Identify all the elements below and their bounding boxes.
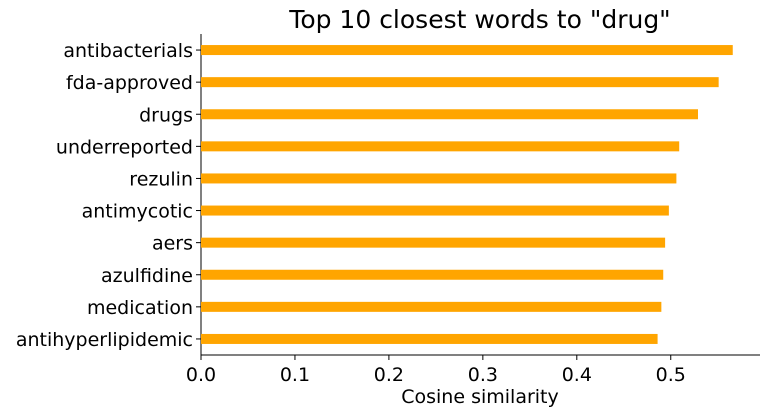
bar-fda-approved — [201, 77, 719, 88]
y-tick-label: antimycotic — [82, 201, 193, 223]
y-tick-label: aers — [152, 233, 193, 255]
x-tick-label: 0.3 — [468, 364, 498, 386]
x-tick-label: 0.2 — [374, 364, 404, 386]
bar-antibacterials — [201, 45, 733, 56]
y-tick-label: fda-approved — [66, 72, 193, 94]
plot-area: antibacterials fda-approved drugs underrepo… — [16, 34, 760, 386]
x-tick-label: 0.4 — [562, 364, 592, 386]
bar-medication — [201, 301, 662, 312]
bar-underreported — [201, 141, 680, 152]
bar-antihyperlipidemic — [201, 333, 658, 344]
bar-drugs — [201, 109, 698, 120]
y-tick-label: azulfidine — [101, 265, 193, 287]
chart-title: Top 10 closest words to "drug" — [288, 5, 670, 34]
bar-azulfidine — [201, 269, 664, 280]
y-tick-label: medication — [87, 297, 193, 319]
x-tick-label: 0.1 — [280, 364, 310, 386]
x-tick-label: 0.5 — [656, 364, 686, 386]
x-tick-label: 0.0 — [186, 364, 216, 386]
y-tick-label: underreported — [56, 136, 193, 158]
bar-antimycotic — [201, 205, 669, 216]
y-tick-label: rezulin — [129, 168, 193, 190]
y-tick-label: antihyperlipidemic — [16, 329, 193, 351]
bar-rezulin — [201, 173, 677, 184]
x-axis-label: Cosine similarity — [401, 386, 559, 408]
y-tick-label: drugs — [139, 104, 193, 126]
y-tick-label: antibacterials — [63, 40, 193, 62]
bar-aers — [201, 237, 666, 248]
